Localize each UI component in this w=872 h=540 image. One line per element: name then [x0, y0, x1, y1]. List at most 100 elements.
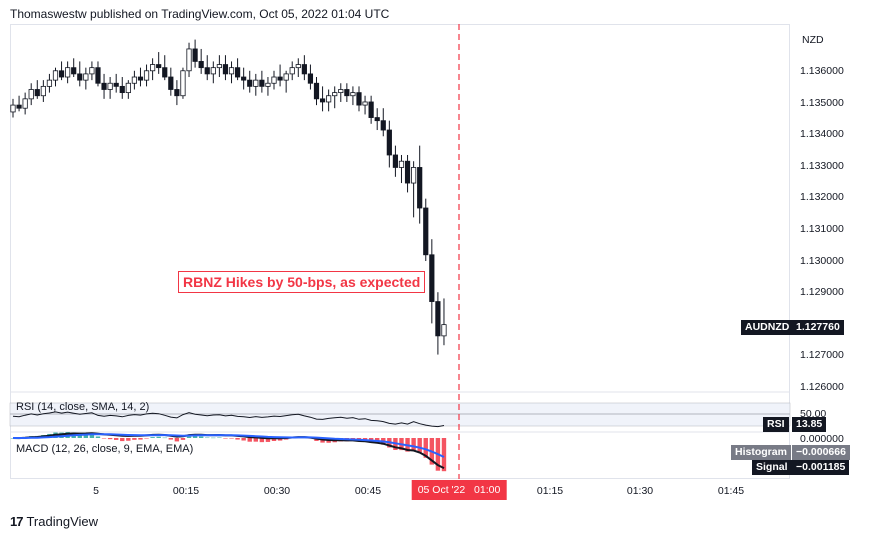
histogram-bar: [271, 438, 277, 441]
candle-body: [423, 207, 429, 256]
chart-pane[interactable]: [10, 24, 790, 479]
candle-body: [131, 76, 137, 84]
histogram-bar: [229, 438, 234, 439]
price-tick-label: 1.134000: [800, 128, 844, 141]
candle-body: [289, 67, 295, 75]
histogram-bar: [113, 438, 119, 440]
candle-body: [259, 79, 265, 87]
candle-body: [162, 67, 168, 78]
candle-body: [326, 95, 332, 103]
candle-body: [52, 70, 59, 81]
histogram-bar: [253, 438, 258, 442]
candle-body: [429, 254, 435, 302]
price-axis[interactable]: NZD 1.136000 1.135000 1.134000 1.133000 1.13…: [731, 24, 862, 479]
candle-body: [143, 70, 150, 81]
signal-tag: Signal: [752, 460, 792, 475]
histogram-bar: [241, 438, 246, 441]
candle-body: [16, 104, 22, 109]
rsi-value-tag: 13.85: [792, 417, 827, 432]
candle-body: [319, 98, 326, 103]
candle-body: [271, 76, 277, 84]
price-tick-label: 1.126000: [800, 381, 844, 393]
histogram-bar: [417, 438, 422, 453]
candle-body: [228, 67, 235, 75]
event-annotation[interactable]: RBNZ Hikes by 50-bps, as expected: [178, 271, 426, 293]
histogram-bar: [211, 437, 216, 439]
candle-body: [253, 79, 259, 87]
candlestick-series: [10, 39, 447, 355]
candle-body: [350, 92, 356, 97]
signal-line: [13, 433, 445, 458]
candle-body: [58, 70, 65, 78]
candle-body: [234, 67, 241, 78]
histogram-bar: [132, 438, 137, 440]
time-label: 01:30: [626, 485, 654, 497]
histogram-bar: [77, 434, 82, 438]
crosshair-date: 05 Oct '22: [417, 484, 466, 496]
candle-body: [222, 64, 229, 75]
candle-body: [332, 92, 338, 97]
histogram-bar: [89, 434, 95, 438]
candle-body: [374, 117, 380, 122]
candle-body: [34, 89, 40, 97]
histogram-bar: [168, 438, 174, 440]
time-label: 5: [93, 485, 99, 497]
candle-body: [174, 89, 180, 97]
candle-body: [344, 89, 350, 97]
candle-body: [295, 64, 301, 69]
candle-body: [137, 76, 144, 81]
histogram-bar: [259, 438, 265, 443]
price-tick-label: 1.131000: [800, 223, 844, 235]
histogram-bar: [247, 438, 252, 442]
rsi-legend[interactable]: RSI (14, close, SMA, 14, 2): [16, 401, 150, 413]
candle-body: [107, 82, 113, 90]
candle-body: [441, 324, 447, 337]
candle-body: [10, 104, 16, 113]
crosshair-time-highlight: 05 Oct '22 01:00: [411, 480, 507, 500]
crosshair-time: 01:00: [474, 484, 501, 496]
candle-body: [28, 89, 34, 100]
candle-body: [180, 70, 186, 97]
price-tick-label: 1.135000: [800, 96, 844, 109]
time-label: 01:45: [717, 485, 745, 497]
histogram-bar: [156, 436, 161, 438]
price-tick-label: 1.127000: [800, 349, 844, 362]
time-axis[interactable]: 5 00:15 00:30 00:45 01:15 01:30 01:45 05…: [10, 479, 790, 501]
candle-body: [417, 167, 423, 209]
histogram-bar: [423, 438, 428, 458]
candle-body: [204, 67, 210, 75]
publisher-line: Thomaswestw published on TradingView.com…: [10, 7, 390, 21]
candle-body: [386, 129, 392, 156]
histogram-bar: [144, 438, 149, 439]
price-tick-label: 1.132000: [800, 191, 844, 204]
candle-body: [125, 82, 131, 94]
price-tick-label: 1.129000: [800, 286, 844, 299]
price-tick-label: 1.133000: [800, 159, 844, 172]
histogram-bar: [107, 438, 113, 440]
macd-zero-label: 0.000000: [800, 433, 844, 445]
candle-body: [313, 82, 320, 100]
candle-body: [265, 82, 271, 87]
candle-body: [89, 67, 95, 75]
histogram-value-tag: −0.000666: [792, 445, 850, 460]
tradingview-logo-icon: 17: [10, 514, 24, 529]
candle-body: [95, 67, 101, 84]
histogram-bar: [126, 438, 131, 441]
histogram-bar: [95, 436, 101, 438]
time-label: 00:45: [354, 485, 382, 497]
candle-body: [301, 64, 307, 75]
footer[interactable]: 17 TradingView: [10, 514, 98, 529]
macd-legend[interactable]: MACD (12, 26, close, 9, EMA, EMA): [16, 443, 194, 455]
histogram-bar: [235, 438, 240, 440]
candle-body: [404, 160, 411, 184]
histogram-bar: [186, 436, 192, 438]
histogram-bar: [217, 437, 222, 439]
candle-body: [119, 85, 125, 94]
histogram-bar: [223, 438, 228, 439]
time-label: 00:15: [172, 485, 200, 497]
candle-body: [411, 167, 417, 184]
candle-body: [356, 92, 362, 106]
price-tick-label: 1.130000: [800, 254, 844, 267]
price-tick-label: 1.136000: [800, 65, 844, 77]
